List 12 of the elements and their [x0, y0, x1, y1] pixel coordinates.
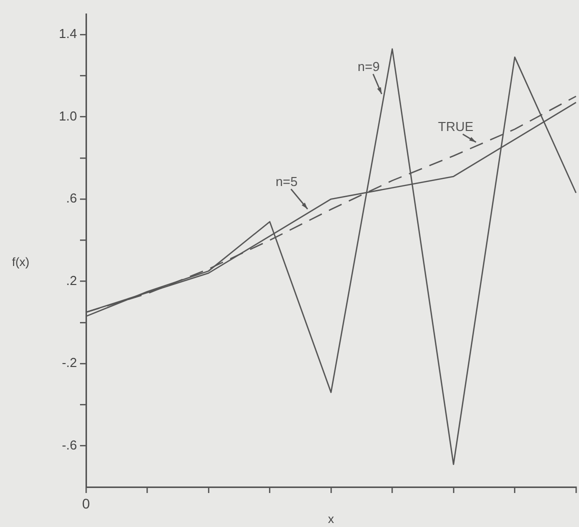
y-tick-label: .2 — [66, 272, 77, 288]
x-tick-label: 0 — [82, 495, 90, 512]
y-tick-label: -.2 — [62, 355, 77, 370]
y-tick-label: 1.0 — [58, 108, 77, 124]
y-tick-label: 1.4 — [58, 26, 77, 42]
y-tick-label: -.6 — [62, 437, 77, 452]
series-label: n=9 — [358, 59, 380, 74]
series-label: TRUE — [438, 119, 474, 134]
y-axis-title: f(x) — [12, 254, 30, 269]
series-label: n=5 — [276, 174, 298, 190]
y-tick-label: .6 — [66, 190, 77, 206]
x-axis-title: x — [328, 512, 334, 526]
